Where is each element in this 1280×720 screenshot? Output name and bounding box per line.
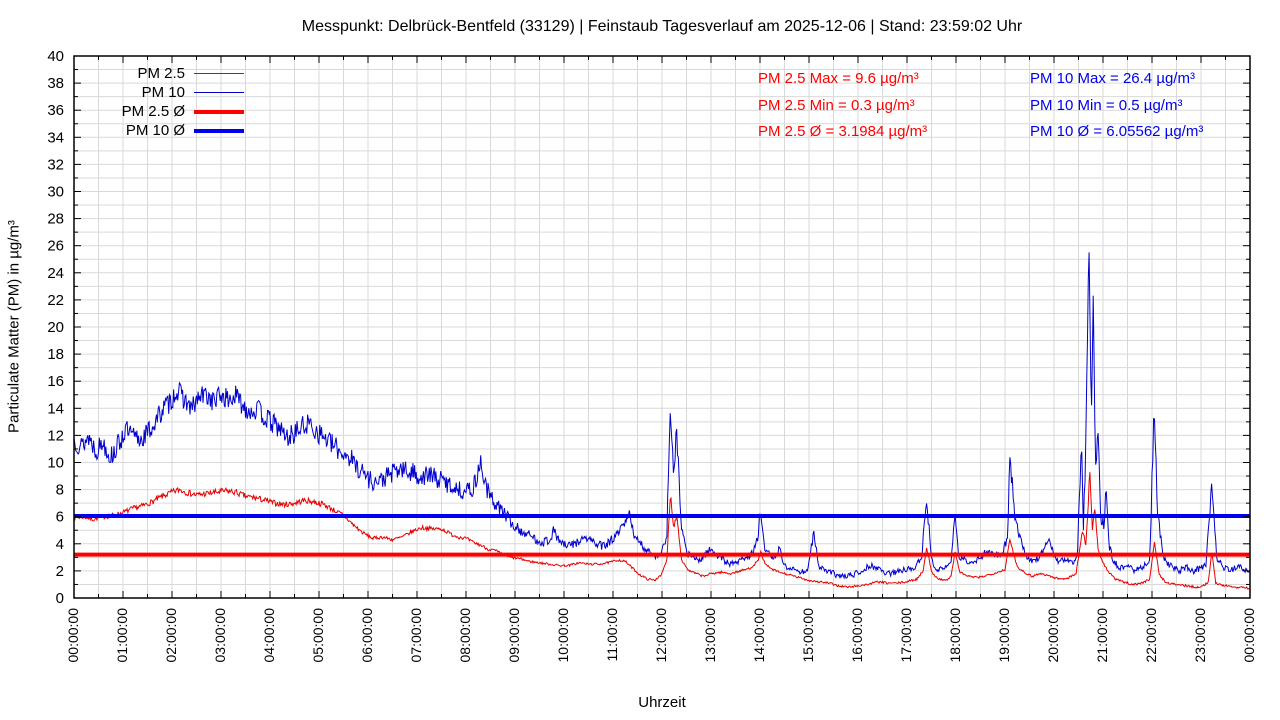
y-tick-label: 34 — [47, 129, 64, 146]
x-tick-label: 14:00:00 — [751, 608, 767, 663]
pm25-series-line — [74, 472, 1250, 590]
legend-item-pm10-avg: PM 10 Ø — [64, 121, 244, 140]
x-tick-label: 20:00:00 — [1045, 608, 1061, 663]
axis-ticks — [73, 55, 1251, 599]
stats-pm25: PM 2.5 Max = 9.6 µg/m³ PM 2.5 Min = 0.3 … — [758, 66, 927, 146]
y-tick-label: 10 — [47, 455, 64, 472]
x-tick-label: 22:00:00 — [1143, 608, 1159, 663]
legend-label-pm25-avg: PM 2.5 Ø — [121, 103, 185, 120]
x-tick-label: 06:00:00 — [359, 608, 375, 663]
y-tick-label: 20 — [47, 319, 64, 336]
legend-item-pm25: PM 2.5 — [64, 64, 244, 83]
x-tick-label: 16:00:00 — [849, 608, 865, 663]
x-tick-label: 21:00:00 — [1094, 608, 1110, 663]
y-tick-label: 2 — [56, 563, 64, 580]
legend-label-pm25: PM 2.5 — [137, 65, 185, 82]
x-tick-label: 05:00:00 — [310, 608, 326, 663]
x-axis-label: Uhrzeit — [638, 694, 686, 711]
y-tick-label: 28 — [47, 211, 64, 228]
y-tick-label: 30 — [47, 184, 64, 201]
stats-pm25-min: PM 2.5 Min = 0.3 µg/m³ — [758, 96, 915, 114]
x-tick-label: 04:00:00 — [261, 608, 277, 663]
legend-line-sample-pm10 — [194, 91, 244, 94]
x-tick-label: 15:00:00 — [800, 608, 816, 663]
x-tick-label: 19:00:00 — [996, 608, 1012, 663]
y-tick-label: 8 — [56, 482, 64, 499]
stats-pm10: PM 10 Max = 26.4 µg/m³ PM 10 Min = 0.5 µ… — [1030, 66, 1203, 146]
y-tick-label: 4 — [56, 536, 64, 553]
y-tick-label: 16 — [47, 373, 64, 390]
y-tick-label: 6 — [56, 509, 64, 526]
x-tick-label: 07:00:00 — [408, 608, 424, 663]
pm10-series-line — [74, 252, 1250, 580]
grid-lines — [74, 56, 1250, 598]
y-tick-label: 40 — [47, 48, 64, 65]
x-tick-label: 23:00:00 — [1192, 608, 1208, 663]
legend-label-pm10: PM 10 — [141, 84, 185, 101]
legend-item-pm25-avg: PM 2.5 Ø — [64, 102, 244, 121]
x-tick-label: 08:00:00 — [457, 608, 473, 663]
x-tick-label: 09:00:00 — [506, 608, 522, 663]
x-tick-label: 01:00:00 — [114, 608, 130, 663]
y-tick-label: 12 — [47, 427, 64, 444]
y-tick-label: 38 — [47, 75, 64, 92]
y-tick-label: 0 — [56, 590, 64, 607]
y-axis-label: Particulate Matter (PM) in µg/m³ — [5, 220, 23, 433]
y-tick-label: 32 — [47, 156, 64, 173]
legend-line-sample-pm25-avg — [194, 109, 244, 114]
stats-pm10-max: PM 10 Max = 26.4 µg/m³ — [1030, 70, 1195, 87]
stats-pm25-avg: PM 2.5 Ø = 3.1984 µg/m³ — [758, 123, 928, 140]
stats-pm25-max: PM 2.5 Max = 9.6 µg/m³ — [758, 70, 919, 87]
x-tick-label: 11:00:00 — [604, 608, 620, 662]
y-tick-label: 18 — [47, 346, 64, 363]
x-tick-label: 13:00:00 — [702, 608, 718, 663]
y-tick-label: 22 — [47, 292, 64, 309]
y-tick-label: 36 — [47, 102, 64, 119]
legend-item-pm10: PM 10 — [64, 83, 244, 102]
x-tick-label: 02:00:00 — [163, 608, 179, 663]
legend-line-sample-pm25 — [194, 72, 244, 75]
legend-label-pm10-avg: PM 10 Ø — [125, 122, 185, 139]
x-tick-label: 00:00:00 — [1241, 608, 1257, 663]
x-tick-label: 18:00:00 — [947, 608, 963, 663]
chart-title: Messpunkt: Delbrück-Bentfeld (33129) | F… — [301, 18, 1023, 35]
x-tick-label: 12:00:00 — [653, 608, 669, 663]
stats-pm10-min: PM 10 Min = 0.5 µg/m³ — [1030, 96, 1183, 114]
legend: PM 2.5 PM 10 PM 2.5 Ø PM 10 Ø — [64, 64, 244, 140]
y-tick-label: 24 — [47, 265, 64, 282]
x-tick-label: 03:00:00 — [212, 608, 228, 663]
y-tick-label: 26 — [47, 238, 64, 255]
legend-line-sample-pm10-avg — [194, 128, 244, 133]
x-tick-label: 10:00:00 — [555, 608, 571, 663]
x-tick-labels: 00:00:00 01:00:00 02:00:00 03:00:00 04:00:00… — [65, 608, 1257, 663]
x-tick-label: 00:00:00 — [65, 608, 81, 663]
x-tick-label: 17:00:00 — [898, 608, 914, 663]
y-tick-label: 14 — [47, 400, 64, 417]
stats-pm10-avg: PM 10 Ø = 6.05562 µg/m³ — [1030, 123, 1204, 140]
